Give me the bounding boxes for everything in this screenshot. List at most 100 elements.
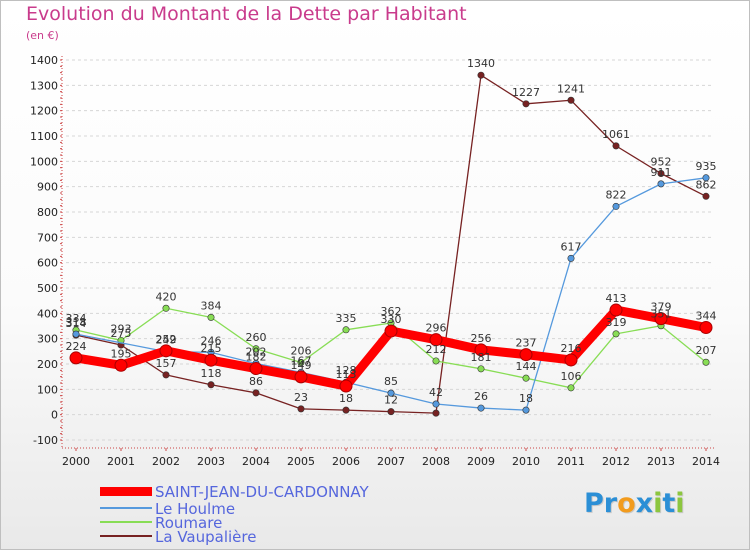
data-point-main [699,321,713,335]
data-label: 275 [111,327,132,340]
data-point [297,405,305,413]
legend-label-roumare: Roumare [155,514,223,532]
data-label: 237 [516,337,537,350]
logo-letter: t [662,488,676,519]
legend-swatch-le-houlme [100,507,152,509]
data-point-main [609,303,623,317]
data-point-main [519,348,533,362]
logo-letter: P [584,488,604,519]
data-label: 1227 [512,86,540,99]
data-point [522,100,530,108]
data-point-main [429,333,443,347]
data-label: 862 [696,178,717,191]
y-tick-label: 100 [37,383,58,396]
data-label: 181 [471,351,492,364]
data-point-main [69,351,83,365]
logo-letter: r [603,488,618,519]
y-tick-label: 700 [37,231,58,244]
data-label: 334 [66,312,87,325]
legend-label-le-houlme: Le Houlme [155,500,236,518]
data-point [387,408,395,416]
y-tick-label: 1000 [30,155,58,168]
x-tick-label: 2000 [62,455,90,468]
legend-item-saint-jean: SAINT-JEAN-DU-CARDONNAY [100,483,440,501]
data-point [252,345,260,353]
data-point [477,365,485,373]
data-point-main [204,353,218,367]
y-tick-label: 1200 [30,105,58,118]
data-label: 202 [246,345,267,358]
data-label: 216 [561,342,582,355]
x-tick-label: 2012 [602,455,630,468]
data-label: 206 [291,344,312,357]
data-label: 314 [66,317,87,330]
legend-label-la-vaupaliere: La Vaupalière [155,528,257,546]
legend-item-la-vaupaliere: La Vaupalière [100,528,440,546]
data-label: 23 [294,391,308,404]
data-point-main [654,312,668,326]
data-point-main [564,353,578,367]
data-label: 12 [384,394,398,407]
data-label: 167 [291,354,312,367]
data-label: 293 [111,322,132,335]
y-tick-label: 1400 [30,54,58,67]
data-label: 335 [336,312,357,325]
data-point-main [339,379,353,393]
data-label: 113 [336,368,357,381]
data-label: 157 [156,357,177,370]
data-label: 420 [156,290,177,303]
x-tick-label: 2009 [467,455,495,468]
data-label: 18 [339,392,353,405]
data-label: 318 [66,316,87,329]
chart-subtitle: (en €) [26,29,59,42]
data-label: 935 [696,160,717,173]
data-label: 42 [429,386,443,399]
x-tick-label: 2010 [512,455,540,468]
data-point [432,400,440,408]
data-point [702,358,710,366]
y-tick-label: 200 [37,358,58,371]
data-point [477,404,485,412]
data-label: 207 [696,344,717,357]
legend-item-roumare: Roumare [100,514,440,532]
y-tick-label: 600 [37,257,58,270]
data-point [657,169,665,177]
proxiti-logo: Proxiti [584,488,685,519]
data-point [432,357,440,365]
data-label: 911 [651,166,672,179]
data-label: 118 [201,367,222,380]
x-tick-label: 2006 [332,455,360,468]
logo-letter: x [635,488,654,519]
x-tick-label: 2003 [197,455,225,468]
x-tick-label: 2007 [377,455,405,468]
data-point [162,304,170,312]
legend-swatch-saint-jean [100,487,152,496]
y-tick-label: 0 [51,409,58,422]
data-point [207,381,215,389]
x-tick-label: 2013 [647,455,675,468]
y-tick-label: 900 [37,181,58,194]
data-point [612,330,620,338]
data-point [702,174,710,182]
y-tick-label: -100 [33,434,58,447]
data-label: 249 [156,334,177,347]
data-label: 617 [561,240,582,253]
data-point [567,254,575,262]
data-label: 106 [561,370,582,383]
data-point-main [249,362,263,376]
data-label: 260 [246,331,267,344]
data-point [612,202,620,210]
data-label: 246 [201,334,222,347]
data-label: 195 [111,347,132,360]
x-tick-label: 2005 [287,455,315,468]
data-point [342,406,350,414]
data-point [567,96,575,104]
data-point [522,406,530,414]
legend-item-le-houlme: Le Houlme [100,500,440,518]
data-label: 1340 [467,57,495,70]
y-tick-label: 300 [37,333,58,346]
data-label: 1241 [557,82,585,95]
logo-letter: i [653,488,663,519]
data-label: 144 [516,360,537,373]
